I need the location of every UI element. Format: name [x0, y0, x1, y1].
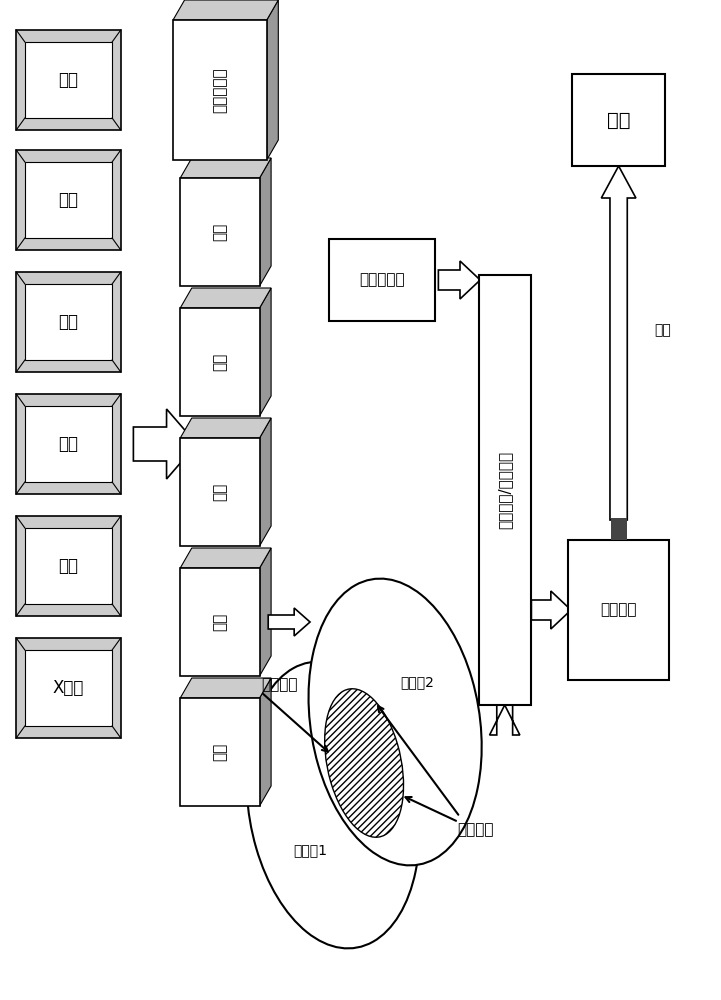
Text: 传感器2: 传感器2 [400, 675, 433, 689]
Polygon shape [180, 678, 271, 698]
FancyBboxPatch shape [180, 568, 260, 676]
Text: 电磁: 电磁 [58, 71, 79, 89]
FancyBboxPatch shape [17, 272, 120, 372]
Polygon shape [180, 418, 271, 438]
Polygon shape [260, 288, 271, 416]
FancyBboxPatch shape [25, 528, 112, 604]
Polygon shape [180, 158, 271, 178]
FancyBboxPatch shape [611, 518, 627, 540]
FancyBboxPatch shape [180, 178, 260, 286]
Text: 成分: 成分 [213, 743, 227, 761]
Text: X射线: X射线 [53, 679, 84, 697]
Polygon shape [438, 261, 480, 299]
FancyBboxPatch shape [568, 540, 669, 680]
Text: 融合算法/理化特性: 融合算法/理化特性 [497, 451, 512, 529]
Text: 红外: 红外 [58, 557, 79, 575]
FancyBboxPatch shape [180, 698, 260, 806]
FancyBboxPatch shape [572, 74, 665, 166]
FancyBboxPatch shape [17, 394, 120, 494]
Polygon shape [260, 548, 271, 676]
Polygon shape [260, 418, 271, 546]
Text: 传感器1: 传感器1 [293, 843, 327, 857]
Polygon shape [180, 548, 271, 568]
Text: 湿度: 湿度 [213, 223, 227, 241]
Text: 颜色: 颜色 [213, 613, 227, 631]
Ellipse shape [309, 579, 482, 865]
Text: 传感器数据: 传感器数据 [359, 272, 405, 288]
Text: 物体分类: 物体分类 [601, 602, 637, 617]
Polygon shape [180, 288, 271, 308]
FancyBboxPatch shape [17, 516, 120, 616]
Text: 图像: 图像 [58, 435, 79, 453]
Polygon shape [260, 158, 271, 286]
Text: 表面光洁度: 表面光洁度 [213, 67, 227, 113]
Ellipse shape [247, 662, 420, 948]
Polygon shape [133, 409, 197, 479]
Text: 微波: 微波 [58, 313, 79, 331]
Polygon shape [173, 0, 278, 20]
FancyBboxPatch shape [17, 150, 120, 250]
Text: 控制: 控制 [655, 323, 671, 337]
Text: 冗余信息: 冗余信息 [262, 678, 298, 692]
Polygon shape [531, 591, 571, 629]
FancyBboxPatch shape [25, 42, 112, 118]
Text: 超声: 超声 [58, 191, 79, 209]
Text: 温度: 温度 [213, 353, 227, 371]
FancyBboxPatch shape [25, 284, 112, 360]
FancyBboxPatch shape [17, 638, 120, 738]
FancyBboxPatch shape [329, 239, 435, 321]
FancyBboxPatch shape [25, 650, 112, 726]
FancyBboxPatch shape [25, 406, 112, 482]
FancyBboxPatch shape [17, 30, 120, 130]
Text: 分拣: 分拣 [607, 110, 630, 129]
Polygon shape [267, 0, 278, 160]
Text: 黏度: 黏度 [213, 483, 227, 501]
FancyBboxPatch shape [173, 20, 267, 160]
Polygon shape [601, 166, 636, 520]
Polygon shape [260, 678, 271, 806]
Text: 互补信息: 互补信息 [458, 822, 494, 838]
FancyBboxPatch shape [180, 438, 260, 546]
Polygon shape [490, 668, 520, 735]
FancyBboxPatch shape [479, 275, 531, 705]
FancyBboxPatch shape [180, 308, 260, 416]
FancyBboxPatch shape [25, 162, 112, 238]
Polygon shape [268, 608, 310, 636]
